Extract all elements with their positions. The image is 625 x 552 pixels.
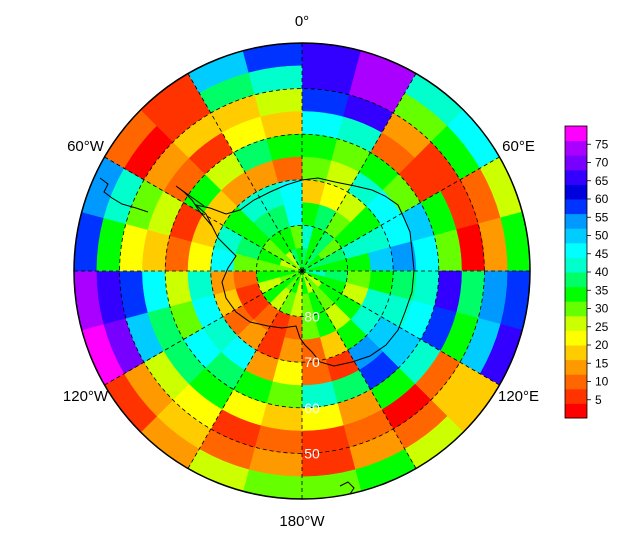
colorbar-swatch [565,199,587,215]
colorbar-swatch [565,126,587,142]
colorbar-swatch [565,315,587,331]
latitude-label: 80 [304,309,320,325]
colorbar-swatch [565,140,587,156]
colorbar-swatch [565,184,587,200]
longitude-label: 120°E [498,388,539,405]
colorbar: 5 10 15 20 25 30 35 40 45 50 55 60 65 70 75 [564,125,609,419]
colorbar-tick-label: 45 [595,247,609,261]
colorbar-swatch [565,403,587,419]
latitude-label: 60 [304,400,320,416]
colorbar-swatches [565,126,587,419]
longitude-labels: 0° 60°E 120°E 180°W 120°W 60°W [63,13,539,530]
meridian-line [301,156,500,272]
colorbar-tick-label: 75 [595,137,609,151]
colorbar-swatch [565,155,587,171]
meridian-line [301,73,417,272]
longitude-label: 180°W [279,513,325,530]
new-zealand-path [339,481,355,495]
colorbar-tick-label: 10 [595,375,609,389]
antarctic-peninsula-path [175,185,213,227]
colorbar-tick-label: 60 [595,192,609,206]
antarctica-coastline-path [194,177,415,367]
longitude-label: 120°W [63,388,109,405]
colorbar-tick-label: 35 [595,283,609,297]
colorbar-swatch [565,359,587,375]
latitude-labels: 80 70 60 50 [304,309,320,462]
meridian-line [301,270,500,386]
colorbar-swatch [565,213,587,229]
longitude-label: 60°W [67,138,105,155]
colorbar-swatch [565,169,587,185]
meridian-line [187,73,303,272]
colorbar-tick-label: 55 [595,210,609,224]
colorbar-swatch [565,286,587,302]
meridian-line [187,270,303,469]
colorbar-tick-label: 40 [595,265,609,279]
meridian-line [301,270,417,469]
colorbar-swatch [565,242,587,258]
colorbar-ticks: 5 10 15 20 25 30 35 40 45 50 55 60 65 70 75 [587,137,609,407]
colorbar-swatch [565,257,587,273]
south-america-tip-path [99,177,149,213]
colorbar-tick-label: 15 [595,356,609,370]
colorbar-tick-label: 50 [595,229,609,243]
colorbar-tick-label: 30 [595,302,609,316]
colorbar-swatch [565,345,587,361]
latitude-label: 50 [304,445,320,461]
colorbar-tick-label: 70 [595,156,609,170]
colorbar-swatch [565,228,587,244]
meridian-line [104,156,303,272]
colorbar-swatch [565,301,587,317]
colorbar-swatch [565,272,587,288]
graticule [74,43,530,499]
colorbar-swatch [565,374,587,390]
longitude-label: 0° [295,13,309,30]
colorbar-tick-label: 65 [595,174,609,188]
colorbar-tick-label: 25 [595,320,609,334]
colorbar-tick-label: 5 [595,393,602,407]
colorbar-tick-label: 20 [595,338,609,352]
colorbar-swatch [565,388,587,404]
heatmap-cells [74,43,530,499]
longitude-label: 60°E [502,138,535,155]
map-border [73,42,531,500]
meridian-line [104,270,303,386]
antarctica-coastline [99,177,415,495]
colorbar-swatch [565,330,587,346]
latitude-label: 70 [304,354,320,370]
